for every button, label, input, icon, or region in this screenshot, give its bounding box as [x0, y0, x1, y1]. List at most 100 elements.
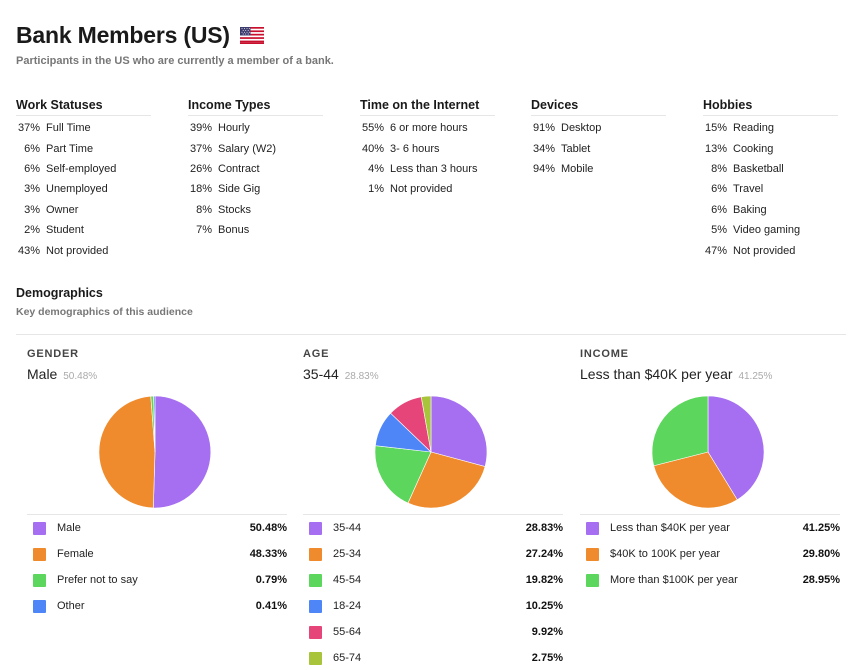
legend-label: 65-74 [333, 652, 362, 664]
legend-value: 29.80% [802, 548, 840, 560]
legend-swatch [586, 547, 599, 561]
top-category-pct: 41.25% [738, 371, 773, 382]
stat-pct: 13% [704, 142, 727, 155]
stat-column-work-statuses: Work Statuses 37% Full Time 6% Part Time 6… [16, 98, 151, 261]
demographics-subtitle: Key demographics of this audience [16, 306, 193, 318]
stat-label: Tablet [561, 142, 591, 155]
legend-row: Female 48.33% [27, 541, 287, 567]
stat-row: 55% 6 or more hours [360, 118, 495, 138]
legend-value: 10.25% [525, 600, 563, 612]
stat-label: Desktop [561, 122, 602, 135]
legend-label: 55-64 [333, 626, 362, 638]
legend-label: Other [57, 600, 85, 612]
stat-column-time-on-internet: Time on the Internet 55% 6 or more hours … [360, 98, 495, 200]
pie-slice-25-34 [407, 451, 486, 509]
stat-pct: 1% [368, 183, 384, 196]
stat-label: Not provided [46, 244, 109, 257]
pie-slice-other [153, 395, 156, 453]
stat-pct: 6% [24, 162, 40, 175]
us-flag-icon [239, 27, 264, 44]
stat-pct: 37% [17, 122, 40, 135]
chart-title: INCOME [580, 348, 629, 360]
stat-row: 13% Cooking [703, 138, 838, 158]
stat-column-title: Work Statuses [16, 98, 151, 116]
stat-column-title: Hobbies [703, 98, 838, 116]
stat-pct: 3% [24, 183, 40, 196]
stat-row: 18% Side Gig [188, 179, 323, 199]
stat-label: Hourly [218, 122, 250, 135]
legend-swatch [309, 547, 322, 561]
legend-swatch [309, 599, 322, 613]
stat-label: Cooking [733, 142, 774, 155]
stat-label: Self-employed [46, 162, 117, 175]
income-pie-chart [651, 395, 765, 509]
stat-pct: 3% [24, 203, 40, 216]
chart-title: AGE [303, 348, 330, 360]
pie-slice-less-than-40k-per-year [707, 395, 765, 501]
stat-label: Part Time [46, 142, 94, 155]
legend-label: Female [57, 548, 94, 560]
age-pie-chart [374, 395, 488, 509]
stat-label: 3- 6 hours [390, 142, 440, 155]
top-category-pct: 50.48% [63, 371, 98, 382]
age-panel: AGE 35-44 28.83% 35-44 28.83% 25-34 27.24% 4… [303, 348, 563, 665]
stat-pct: 37% [189, 142, 212, 155]
pie-slice-more-than-100k-per-year [651, 395, 709, 467]
pie-slice-35-44 [430, 395, 488, 467]
stat-label: Basketball [733, 162, 784, 175]
stat-row: 3% Owner [16, 200, 151, 220]
stat-row: 40% 3- 6 hours [360, 138, 495, 158]
legend-row: 25-34 27.24% [303, 541, 563, 567]
stat-label: Travel [733, 183, 764, 196]
stat-column-devices: Devices 91% Desktop 34% Tablet 94% Mobile [531, 98, 666, 179]
stat-pct: 6% [711, 203, 727, 216]
chart-legend: 35-44 28.83% 25-34 27.24% 45-54 19.82% 18-24 10… [303, 514, 563, 670]
stat-pct: 43% [17, 244, 40, 257]
pie-slice-45-54 [374, 445, 432, 504]
legend-row: Male 50.48% [27, 515, 287, 541]
stat-label: Student [46, 224, 84, 237]
stat-pct: 39% [189, 122, 212, 135]
legend-swatch [33, 521, 46, 535]
legend-swatch [309, 651, 322, 665]
stat-label: Video gaming [733, 224, 801, 237]
legend-value: 50.48% [249, 522, 287, 534]
stat-label: Not provided [733, 244, 796, 257]
stat-label: Mobile [561, 162, 594, 175]
stat-column-hobbies: Hobbies 15% Reading 13% Cooking 8% Basketba… [703, 98, 838, 261]
legend-label: 18-24 [333, 600, 362, 612]
legend-value: 41.25% [802, 522, 840, 534]
legend-row: 35-44 28.83% [303, 515, 563, 541]
stat-row: 1% Not provided [360, 179, 495, 199]
legend-row: Other 0.41% [27, 593, 287, 619]
stat-row: 39% Hourly [188, 118, 323, 138]
legend-label: 45-54 [333, 574, 362, 586]
stat-label: 6 or more hours [390, 122, 468, 135]
stat-pct: 6% [711, 183, 727, 196]
stat-pct: 26% [189, 162, 212, 175]
stat-pct: 5% [711, 224, 727, 237]
stat-row: 37% Salary (W2) [188, 138, 323, 158]
pie-slice-female [98, 395, 156, 509]
stat-label: Less than 3 hours [390, 162, 478, 175]
legend-swatch [309, 625, 322, 639]
stat-pct: 40% [361, 142, 384, 155]
legend-row: 55-64 9.92% [303, 619, 563, 645]
legend-label: Less than $40K per year [610, 522, 730, 534]
stat-pct: 7% [196, 224, 212, 237]
legend-label: More than $100K per year [610, 574, 738, 586]
legend-row: More than $100K per year 28.95% [580, 567, 840, 593]
stat-label: Owner [46, 203, 79, 216]
legend-swatch [33, 599, 46, 613]
stat-pct: 6% [24, 142, 40, 155]
stat-row: 7% Bonus [188, 220, 323, 240]
legend-swatch [33, 547, 46, 561]
stat-row: 4% Less than 3 hours [360, 159, 495, 179]
stat-pct: 94% [532, 162, 555, 175]
stat-row: 8% Basketball [703, 159, 838, 179]
legend-value: 19.82% [525, 574, 563, 586]
legend-row: 18-24 10.25% [303, 593, 563, 619]
stat-pct: 34% [532, 142, 555, 155]
demographics-title: Demographics [16, 286, 103, 300]
stat-row: 37% Full Time [16, 118, 151, 138]
